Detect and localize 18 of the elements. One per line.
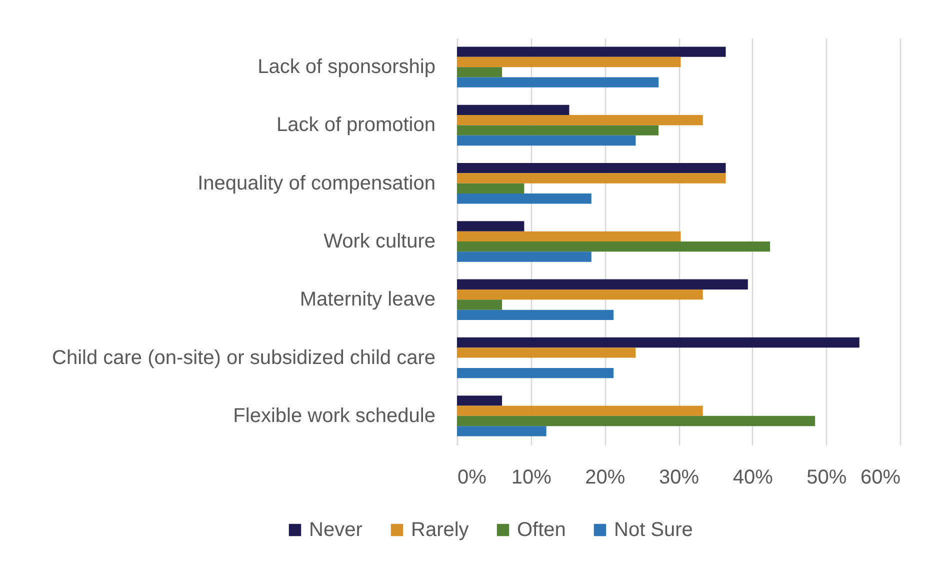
- y-tick-label: Lack of sponsorship: [258, 56, 436, 78]
- x-tick-label: 60%: [860, 466, 901, 488]
- y-tick-label: Flexible work schedule: [233, 404, 436, 427]
- legend-label: Often: [517, 519, 566, 541]
- x-tick-label: 40%: [732, 466, 774, 488]
- x-tick-label: 20%: [585, 466, 626, 488]
- x-tick-label: 50%: [806, 466, 847, 488]
- y-tick-label: Child care (on-site) or subsidized child care: [52, 346, 436, 369]
- y-tick-label: Maternity leave: [300, 288, 436, 311]
- x-tick-label: 0%: [458, 466, 487, 488]
- x-tick-label: 30%: [658, 466, 700, 488]
- y-tick-label: Inequality of compensation: [198, 172, 436, 194]
- y-tick-label: Work culture: [324, 230, 436, 252]
- x-tick-label: 10%: [511, 466, 552, 488]
- y-tick-label: Lack of promotion: [276, 114, 436, 136]
- legend-label: Not Sure: [614, 519, 693, 541]
- legend-label: Rarely: [411, 519, 469, 541]
- legend-label: Never: [309, 519, 363, 541]
